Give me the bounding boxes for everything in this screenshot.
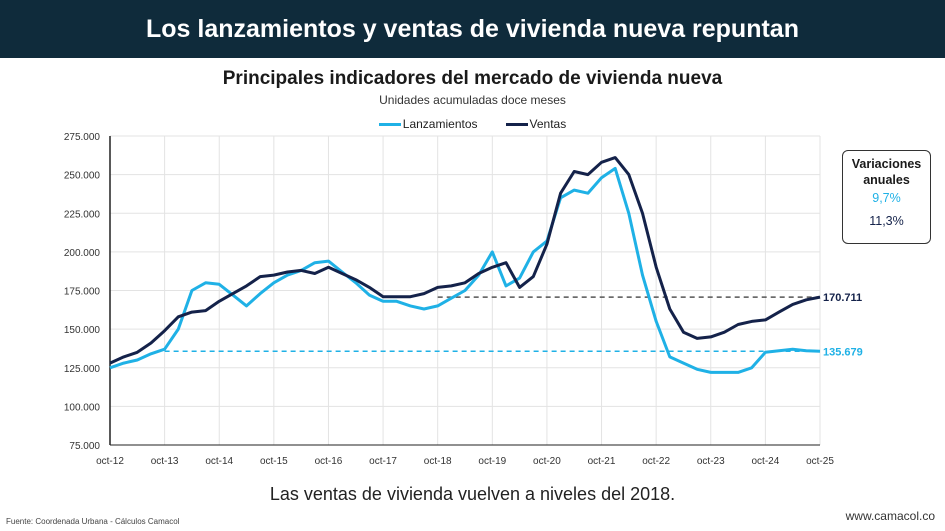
x-tick-label: oct-24 <box>751 456 779 467</box>
x-tick-label: oct-14 <box>205 456 233 467</box>
header-bar: Los lanzamientos y ventas de vivienda nu… <box>0 0 945 58</box>
x-tick-label: oct-19 <box>478 456 506 467</box>
x-tick-label: oct-22 <box>642 456 670 467</box>
y-tick-label: 275.000 <box>64 132 101 143</box>
caption: Las ventas de vivienda vuelven a niveles… <box>269 484 676 504</box>
legend-item-lanzamientos: Lanzamientos <box>378 117 478 131</box>
x-tick-label: oct-23 <box>697 456 725 467</box>
variaciones-title: Variaciones anuales <box>851 157 922 187</box>
legend-label: Lanzamientos <box>402 117 478 131</box>
end-label-ventas: 170.711 <box>823 292 862 304</box>
x-tick-label: oct-12 <box>96 456 124 467</box>
legend-item-ventas: Ventas <box>505 117 567 131</box>
series-line-lanzamientos <box>109 166 821 374</box>
x-tick-label: oct-16 <box>315 456 343 467</box>
legend-swatch <box>505 123 528 127</box>
variaciones-box: Variaciones anuales 9,7% 11,3% <box>842 150 931 244</box>
x-tick-label: oct-21 <box>588 456 616 467</box>
variacion-ventas: 11,3% <box>869 214 904 228</box>
y-tick-label: 225.000 <box>64 209 101 220</box>
x-tick-label: oct-17 <box>369 456 397 467</box>
legend-swatch <box>378 123 401 127</box>
y-tick-label: 150.000 <box>64 325 101 336</box>
source-note: Fuente: Coordenada Urbana - Cálculos Cam… <box>6 517 180 526</box>
y-tick-label: 200.000 <box>64 248 101 259</box>
y-tick-label: 175.000 <box>64 287 101 298</box>
variacion-lanzamientos: 9,7% <box>872 191 901 205</box>
y-tick-label: 125.000 <box>64 364 101 375</box>
y-tick-label: 100.000 <box>64 402 101 413</box>
x-tick-label: oct-25 <box>806 456 834 467</box>
chart-subtitle: Unidades acumuladas doce meses <box>379 93 566 107</box>
x-tick-label: oct-13 <box>151 456 179 467</box>
website-link[interactable]: www.camacol.co <box>845 509 935 523</box>
legend-label: Ventas <box>529 117 567 131</box>
x-tick-label: oct-18 <box>424 456 452 467</box>
end-label-lanzamientos: 135.679 <box>823 346 863 358</box>
series-line-ventas <box>109 156 821 365</box>
legend: Lanzamientos Ventas <box>0 117 945 131</box>
chart-title: Principales indicadores del mercado de v… <box>222 68 723 89</box>
x-tick-label: oct-15 <box>260 456 288 467</box>
x-tick-label: oct-20 <box>533 456 561 467</box>
page-title: Los lanzamientos y ventas de vivienda nu… <box>146 14 799 43</box>
y-tick-label: 250.000 <box>64 171 101 182</box>
y-tick-label: 75.000 <box>69 441 100 452</box>
